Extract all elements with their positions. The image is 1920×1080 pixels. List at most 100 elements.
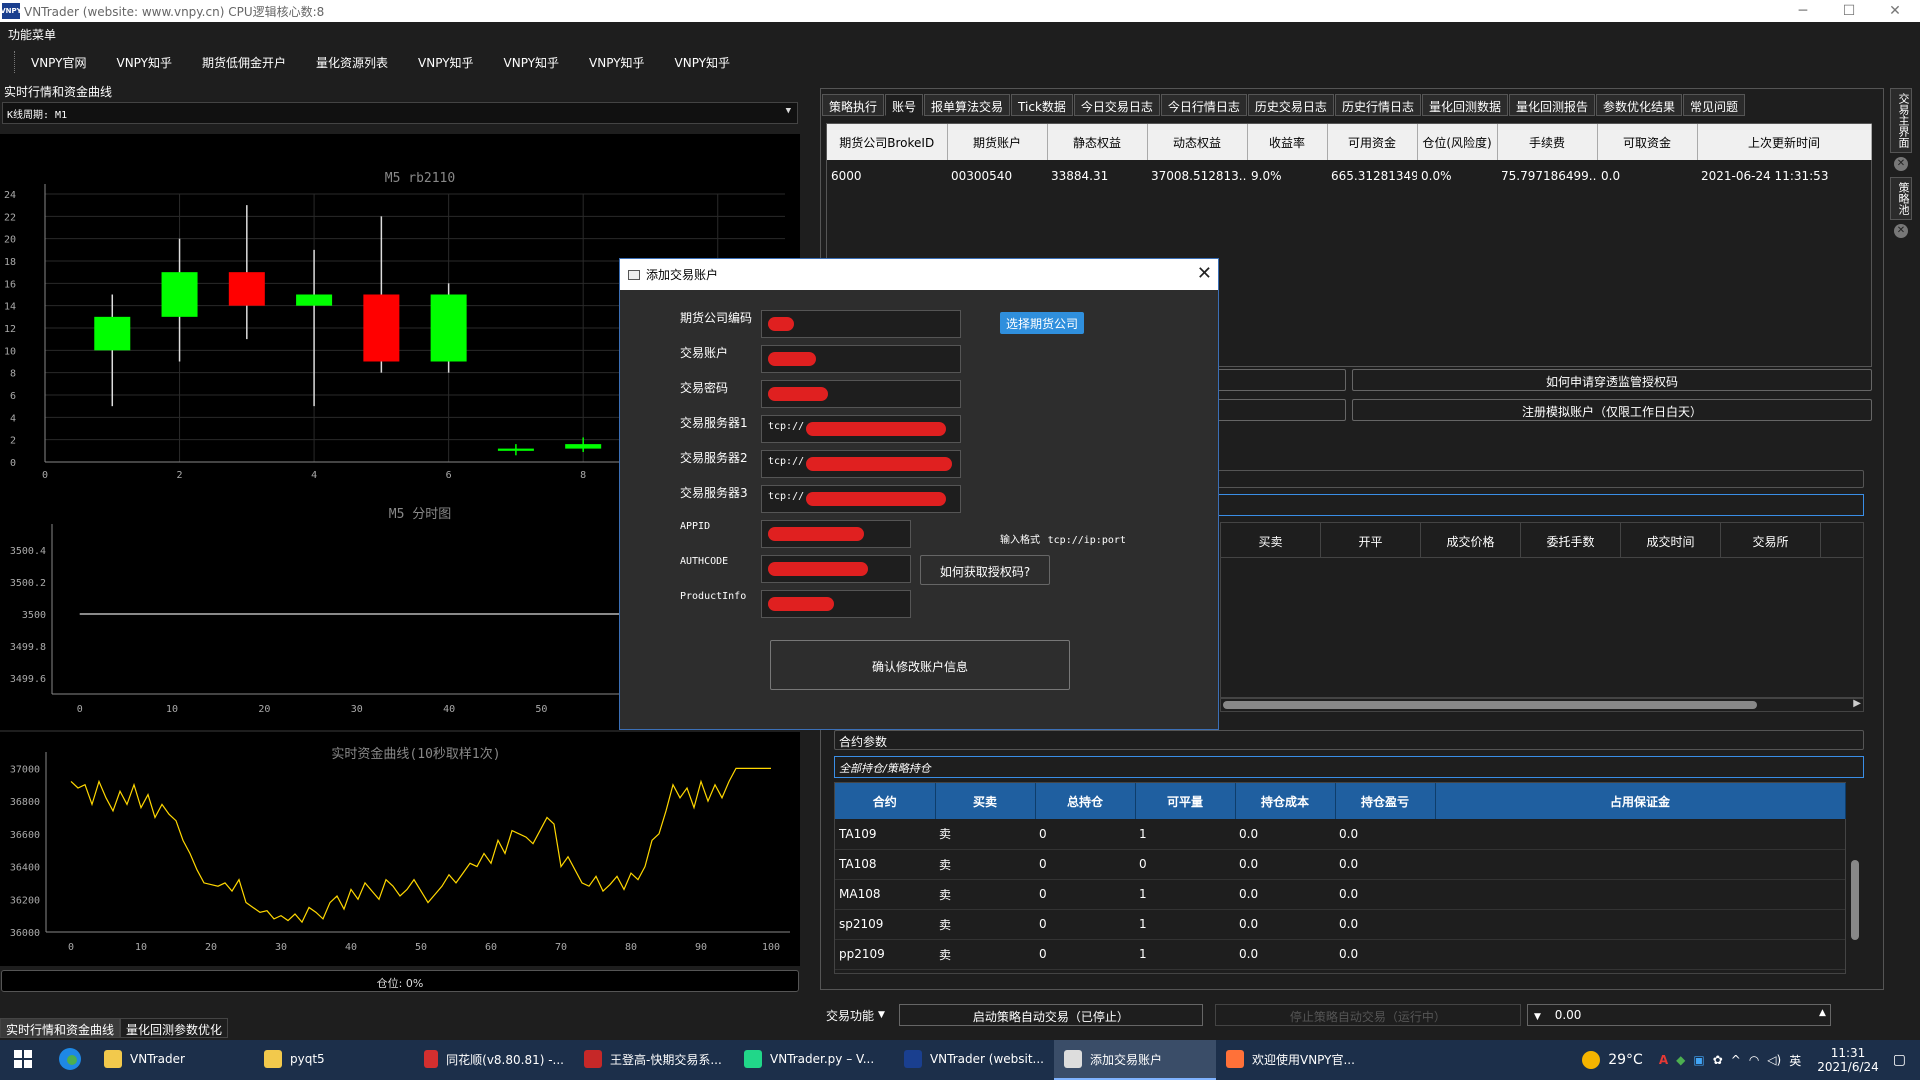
tab-strategy-pool[interactable]: 策略池 [1890,177,1912,220]
column-header[interactable]: 期货账户 [947,124,1048,160]
column-header[interactable]: 交易所 [1721,523,1821,557]
taskbar-app[interactable]: 添加交易账户 [1054,1040,1216,1080]
taskbar-app[interactable]: VNTrader.py – V... [734,1040,894,1080]
tab-algo-order[interactable]: 报单算法交易 [924,94,1011,116]
wifi-icon[interactable]: ◠ [1748,1053,1760,1067]
confirm-account-button[interactable]: 确认修改账户信息 [770,640,1070,690]
tab-backtest-data[interactable]: 量化回测数据 [1421,94,1508,116]
tab-today-market-log[interactable]: 今日行情日志 [1160,94,1247,116]
close-icon[interactable]: ✕ [1894,224,1908,238]
authcode-input[interactable] [761,555,911,583]
kline-period-select[interactable]: K线周期: M1 ▼ [2,102,798,124]
column-header[interactable]: 动态权益 [1147,124,1248,160]
minimize-button[interactable]: ─ [1798,3,1808,19]
server-1-input[interactable]: tcp:// [761,415,961,443]
toolbar-item[interactable]: VNPY知乎 [116,55,173,70]
server-3-input[interactable]: tcp:// [761,485,961,513]
edge-taskbar-icon[interactable] [46,1040,94,1080]
column-header[interactable]: 上次更新时间 [1697,124,1872,160]
column-header[interactable]: 持仓盈亏 [1335,783,1436,819]
column-header[interactable]: 仓位(风险度) [1417,124,1498,160]
column-header[interactable]: 期货公司BrokeID [827,124,948,160]
close-icon[interactable]: ✕ [1196,263,1212,284]
tab-backtest-report[interactable]: 量化回测报告 [1508,94,1595,116]
chevron-up-icon[interactable]: ^ [1730,1053,1741,1067]
column-header[interactable]: 可用资金 [1327,124,1418,160]
toolbar-item[interactable]: VNPY官网 [31,55,87,70]
tab-history-market-log[interactable]: 历史行情日志 [1334,94,1421,116]
server-2-input[interactable]: tcp:// [761,450,961,478]
taskbar-app[interactable]: 王登高-快期交易系... [574,1040,734,1080]
notification-icon[interactable]: ▢ [1892,1052,1906,1068]
toolbar-item[interactable]: 期货低佣金开户 [202,55,287,70]
tab-strategy[interactable]: 策略执行 [822,94,885,116]
productinfo-input[interactable] [761,590,911,618]
trade-function-menu[interactable]: 交易功能 [826,1008,875,1023]
tray-app-icon[interactable]: ◆ [1676,1053,1686,1067]
spin-up-icon[interactable]: ▲ [1819,1008,1826,1018]
taskbar-app[interactable]: VNTrader (websit... [894,1040,1054,1080]
tab-faq[interactable]: 常见问题 [1683,94,1746,116]
taskbar-app[interactable]: VNTrader [94,1040,254,1080]
tab-history-trade-log[interactable]: 历史交易日志 [1247,94,1334,116]
tab-account[interactable]: 账号 [885,94,924,116]
column-header[interactable]: 占用保证金 [1435,783,1846,819]
toolbar-item[interactable]: VNPY知乎 [503,55,560,70]
column-header[interactable]: 买卖 [935,783,1036,819]
table-row[interactable]: 6000 00300540 33884.31 37008.512813... 9… [827,160,1871,192]
volume-icon[interactable]: ◁) [1767,1053,1782,1067]
toolbar-item[interactable]: VNPY知乎 [674,55,731,70]
taskbar-app[interactable]: pyqt5 [254,1040,414,1080]
column-header[interactable]: 手续费 [1497,124,1598,160]
toolbar-item[interactable]: VNPY知乎 [418,55,474,70]
toolbar-grip[interactable] [14,51,17,73]
adobe-tray-icon[interactable]: A [1658,1053,1669,1067]
scrollbar-thumb[interactable] [1223,701,1757,709]
toolbar-item[interactable]: 量化资源列表 [316,55,389,70]
apply-auth-code-button[interactable]: 如何申请穿透监管授权码 [1352,369,1872,391]
taskbar-app[interactable]: 欢迎使用VNPY官... [1216,1040,1366,1080]
table-row[interactable]: TA108 卖 0 0 0.0 0.0 [835,849,1845,880]
position-vertical-scrollbar[interactable] [1848,782,1862,974]
register-sim-account-button[interactable]: 注册模拟账户（仅限工作日白天） [1352,399,1872,421]
column-header[interactable]: 持仓成本 [1235,783,1336,819]
maximize-button[interactable]: ☐ [1842,3,1856,19]
broker-code-input[interactable] [761,310,961,338]
column-header[interactable]: 买卖 [1221,523,1321,557]
amount-spinbox[interactable]: ▼ 0.00 ▲ [1526,1004,1831,1026]
position-filter-input[interactable]: 全部持仓/策略持仓 [834,756,1864,778]
tab-today-trade-log[interactable]: 今日交易日志 [1073,94,1160,116]
table-row[interactable]: TA109 卖 0 1 0.0 0.0 [835,819,1845,850]
chevron-down-icon[interactable]: ▼ [878,1010,885,1020]
tab-trade-main[interactable]: 交易主界面 [1890,88,1912,153]
tab-realtime[interactable]: 实时行情和资金曲线 [0,1018,121,1038]
table-row[interactable]: MA108 卖 0 1 0.0 0.0 [835,879,1845,910]
column-header[interactable]: 静态权益 [1047,124,1148,160]
windows-start-button[interactable] [0,1040,46,1080]
close-button[interactable]: ✕ [1889,3,1901,19]
column-header[interactable]: 合约 [835,783,936,819]
column-header[interactable]: 委托手数 [1521,523,1621,557]
scroll-right-icon[interactable]: ▶ [1853,698,1861,709]
column-header[interactable]: 开平 [1321,523,1421,557]
column-header[interactable]: 成交价格 [1421,523,1521,557]
trade-password-input[interactable] [761,380,961,408]
column-header[interactable]: 可取资金 [1597,124,1698,160]
column-header[interactable]: 可平量 [1135,783,1236,819]
spin-down-icon[interactable]: ▼ [1533,1012,1541,1022]
tab-backtest-optimize[interactable]: 量化回测参数优化 [120,1018,229,1038]
scrollbar-thumb[interactable] [1851,860,1859,940]
tray-app-icon-2[interactable]: ▣ [1693,1053,1705,1067]
trade-account-input[interactable] [761,345,961,373]
equity-curve-chart[interactable]: 实时资金曲线(10秒取样1次) 37000 36800 36600 36400 36200… [0,732,800,966]
weather-temp[interactable]: 29°C [1608,1052,1643,1068]
choose-broker-button[interactable]: 选择期货公司 [1000,312,1084,334]
appid-input[interactable] [761,520,911,548]
clock[interactable]: 11:31 2021/6/24 [1817,1046,1879,1074]
menu-function[interactable]: 功能菜单 [8,28,57,42]
close-icon[interactable]: ✕ [1894,157,1908,171]
tab-param-optimize[interactable]: 参数优化结果 [1595,94,1682,116]
column-header[interactable]: 收益率 [1247,124,1328,160]
tab-tick[interactable]: Tick数据 [1011,94,1073,116]
how-to-get-auth-button[interactable]: 如何获取授权码? [920,555,1050,585]
